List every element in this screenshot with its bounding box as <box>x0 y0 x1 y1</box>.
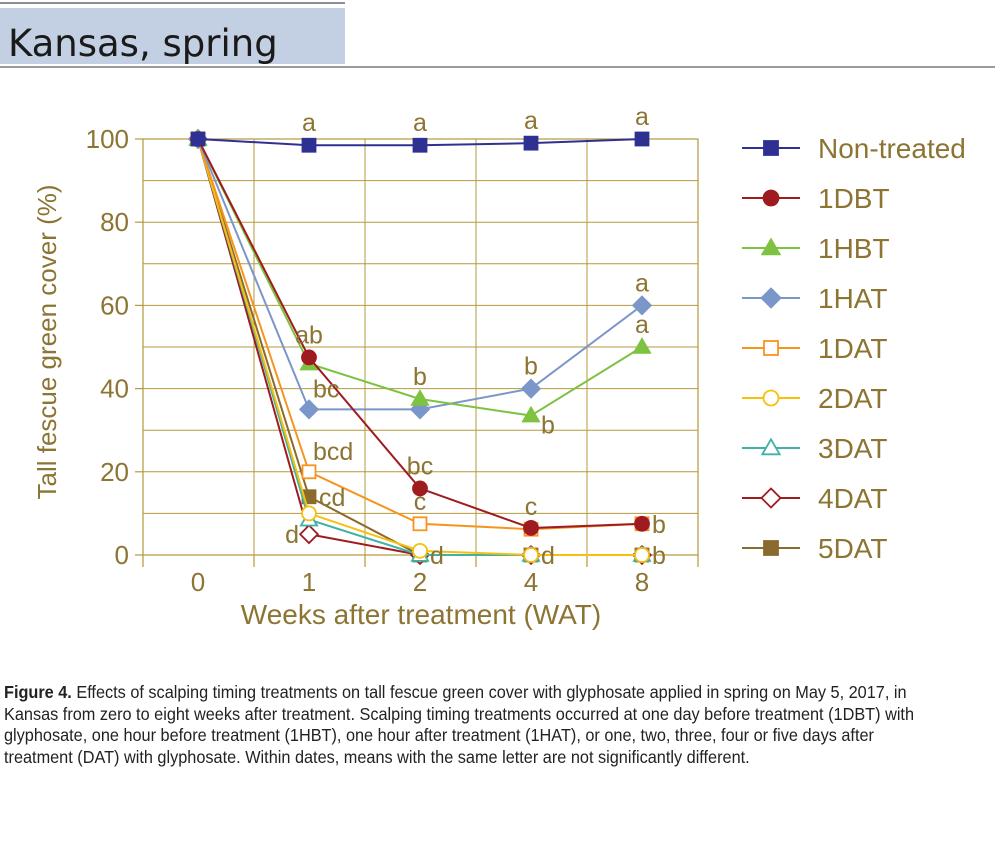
legend-label: Non-treated <box>818 133 966 164</box>
data-point <box>762 189 780 207</box>
significance-letter: b <box>541 412 555 440</box>
legend-label: 4DAT <box>818 483 888 514</box>
y-tick-label: 0 <box>115 540 129 570</box>
legend-label: 1DBT <box>818 183 890 214</box>
data-point <box>632 337 652 354</box>
data-point <box>760 437 782 456</box>
data-point <box>521 405 541 423</box>
data-point <box>523 520 539 536</box>
significance-letter: d <box>541 542 555 570</box>
data-point <box>412 137 428 153</box>
legend-item: 4DAT <box>742 483 888 514</box>
y-tick-label: 40 <box>100 374 129 404</box>
y-axis-label: Tall fescue green cover (%) <box>32 184 62 499</box>
legend: Non-treated 1DBT 1HBT 1HAT 1DAT 2DAT 3DAT 4DAT 5… <box>742 133 966 564</box>
header-bar: Kansas, spring <box>0 8 345 65</box>
significance-letter: b <box>413 363 427 391</box>
x-tick-label: 8 <box>635 567 649 597</box>
significance-letter: d <box>430 542 444 570</box>
data-point <box>410 389 430 406</box>
data-point <box>520 378 542 399</box>
figure-caption-text: Effects of scalping timing treatments on… <box>4 682 915 767</box>
data-point <box>762 389 780 407</box>
legend-item: 1HAT <box>742 283 888 314</box>
y-tick-label: 100 <box>86 124 129 154</box>
x-tick-label: 4 <box>524 567 538 597</box>
data-point <box>298 399 320 420</box>
data-point <box>412 542 428 559</box>
data-point <box>523 135 539 151</box>
header-divider <box>345 66 995 68</box>
y-tick-label: 20 <box>100 457 129 487</box>
legend-item: Non-treated <box>742 133 966 164</box>
data-point <box>634 131 650 147</box>
legend-label: 1HAT <box>818 283 888 314</box>
legend-label: 3DAT <box>818 433 888 464</box>
significance-letter: c <box>525 493 538 521</box>
legend-item: 1HBT <box>742 233 890 264</box>
data-point <box>412 480 428 497</box>
legend-item: 3DAT <box>742 433 888 464</box>
significance-letter: a <box>635 269 649 297</box>
data-point <box>634 515 650 532</box>
series-1dbt <box>190 131 650 536</box>
significance-letter: bcd <box>313 438 353 466</box>
data-point <box>301 137 317 153</box>
data-point <box>763 540 779 556</box>
significance-letter: c <box>414 488 427 516</box>
data-point <box>301 505 317 522</box>
x-tick-label: 2 <box>413 567 427 597</box>
data-point <box>760 287 782 309</box>
y-tick-label: 60 <box>100 290 129 320</box>
figure-caption: Figure 4. Effects of scalping timing tre… <box>4 682 920 768</box>
significance-letter: b <box>652 511 666 539</box>
x-tick-label: 0 <box>191 567 205 597</box>
legend-item: 5DAT <box>742 533 888 564</box>
significance-letter: bc <box>407 452 433 480</box>
legend-label: 1DAT <box>818 333 888 364</box>
data-point <box>298 524 320 545</box>
data-point <box>763 140 779 156</box>
series-non-treated <box>190 131 650 153</box>
figure-label: Figure 4. <box>4 682 72 702</box>
legend-item: 1DBT <box>742 183 890 214</box>
significance-letter: cd <box>319 484 345 512</box>
page-title: Kansas, spring <box>8 22 278 65</box>
significance-letter: a <box>524 107 538 135</box>
significance-letter: a <box>635 311 649 339</box>
significance-letter: a <box>302 109 316 137</box>
legend-item: 2DAT <box>742 383 888 414</box>
top-rule <box>0 2 345 4</box>
legend-label: 5DAT <box>818 533 888 564</box>
line-chart: 0 20 40 60 80 100 0 1 2 4 8 Weeks after treatment (… <box>32 103 966 630</box>
significance-letter: ab <box>295 321 323 349</box>
significance-letter: b <box>652 542 666 570</box>
significance-letter: b <box>524 353 538 381</box>
data-point <box>631 295 653 316</box>
data-point <box>634 547 650 563</box>
significance-letter: a <box>413 109 427 137</box>
data-point <box>523 547 539 563</box>
x-axis-label: Weeks after treatment (WAT) <box>241 599 601 630</box>
significance-letter: a <box>635 103 649 131</box>
y-tick-label: 80 <box>100 207 129 237</box>
header-divider-left <box>0 66 345 68</box>
legend-label: 2DAT <box>818 383 888 414</box>
data-point <box>190 131 206 147</box>
series-1hbt <box>188 129 652 423</box>
significance-letter: bc <box>313 375 339 403</box>
data-point <box>760 237 782 256</box>
data-point <box>412 516 428 532</box>
legend-label: 1HBT <box>818 233 890 264</box>
significance-letter: d <box>285 521 299 549</box>
data-point <box>763 340 779 356</box>
data-point <box>301 464 317 480</box>
data-point <box>301 349 317 366</box>
x-tick-label: 1 <box>302 567 316 597</box>
data-point <box>760 487 782 509</box>
legend-item: 1DAT <box>742 333 888 364</box>
